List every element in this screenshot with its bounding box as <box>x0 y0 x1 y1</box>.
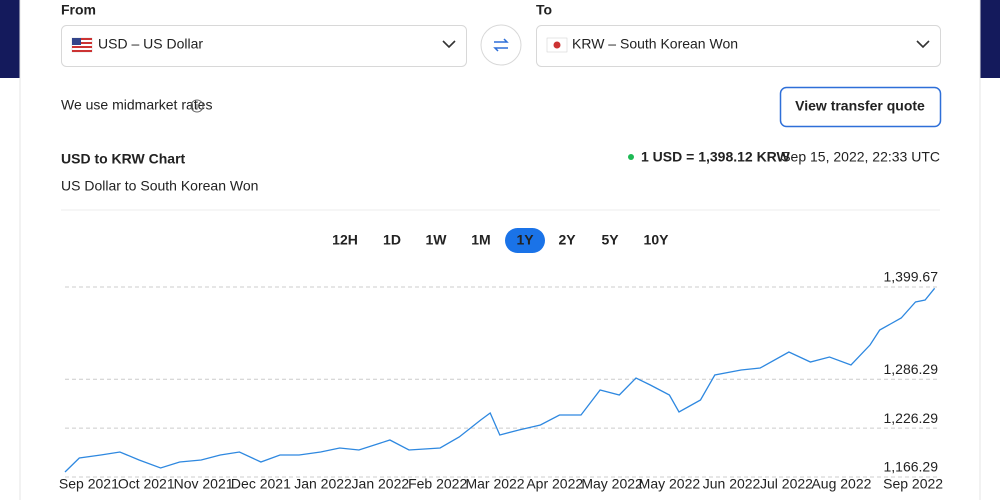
x-tick-label: Mar 2022 <box>465 476 524 492</box>
x-tick-label: May 2022 <box>639 476 701 492</box>
range-button[interactable]: 1M <box>471 232 490 248</box>
y-tick-label: 1,166.29 <box>884 459 939 475</box>
chevron <box>442 40 456 49</box>
x-tick-label: Aug 2022 <box>811 476 871 492</box>
chart-title: USD to KRW Chart <box>61 151 186 167</box>
x-tick-label: Oct 2021 <box>118 476 175 492</box>
swap-button[interactable] <box>480 24 522 66</box>
x-tick-label: Jan 2022 <box>352 476 410 492</box>
range-button[interactable]: 1W <box>426 232 448 248</box>
quote-button-text: View transfer quote <box>795 98 925 114</box>
y-tick-label: 1,226.29 <box>884 410 939 426</box>
x-tick-label: Jun 2022 <box>703 476 761 492</box>
from-select[interactable] <box>61 25 467 67</box>
us-flag <box>71 37 93 53</box>
range-button[interactable]: 1D <box>383 232 401 248</box>
to-label: To <box>536 2 552 18</box>
chart-subtitle: US Dollar to South Korean Won <box>61 178 258 194</box>
range-button[interactable]: 1Y <box>516 232 534 248</box>
x-tick-label: Apr 2022 <box>526 476 583 492</box>
info-icon[interactable] <box>190 99 204 113</box>
x-tick-label: Nov 2021 <box>174 476 234 492</box>
x-tick-label: Feb 2022 <box>408 476 467 492</box>
from-label: From <box>61 2 96 18</box>
from-value: USD – US Dollar <box>98 36 203 52</box>
range-button[interactable]: 2Y <box>558 232 576 248</box>
x-tick-label: May 2022 <box>581 476 643 492</box>
midmarket-note: We use midmarket rates <box>61 97 212 113</box>
y-tick-label: 1,286.29 <box>884 361 939 377</box>
x-tick-label: Dec 2021 <box>231 476 291 492</box>
to-value: KRW – South Korean Won <box>572 36 738 52</box>
rate-line <box>64 287 936 473</box>
to-select[interactable] <box>536 25 941 67</box>
chevron <box>916 40 930 49</box>
x-tick-label: Sep 2021 <box>59 476 119 492</box>
range-button[interactable]: 10Y <box>644 232 670 248</box>
x-tick-label: Sep 2022 <box>883 476 943 492</box>
x-tick-label: Jan 2022 <box>294 476 352 492</box>
range-active[interactable] <box>505 228 545 253</box>
card <box>20 0 980 500</box>
range-button[interactable]: 12H <box>332 232 358 248</box>
x-tick-label: Jul 2022 <box>760 476 813 492</box>
timestamp: Sep 15, 2022, 22:33 UTC <box>781 149 940 165</box>
y-tick-label: 1,399.67 <box>884 269 939 285</box>
live-dot <box>628 154 634 160</box>
swap-icon <box>493 38 509 52</box>
quote-button[interactable] <box>779 86 942 128</box>
rate: 1 USD = 1,398.12 KRW <box>641 149 791 165</box>
range-button[interactable]: 5Y <box>601 232 619 248</box>
kr-flag <box>546 37 568 53</box>
